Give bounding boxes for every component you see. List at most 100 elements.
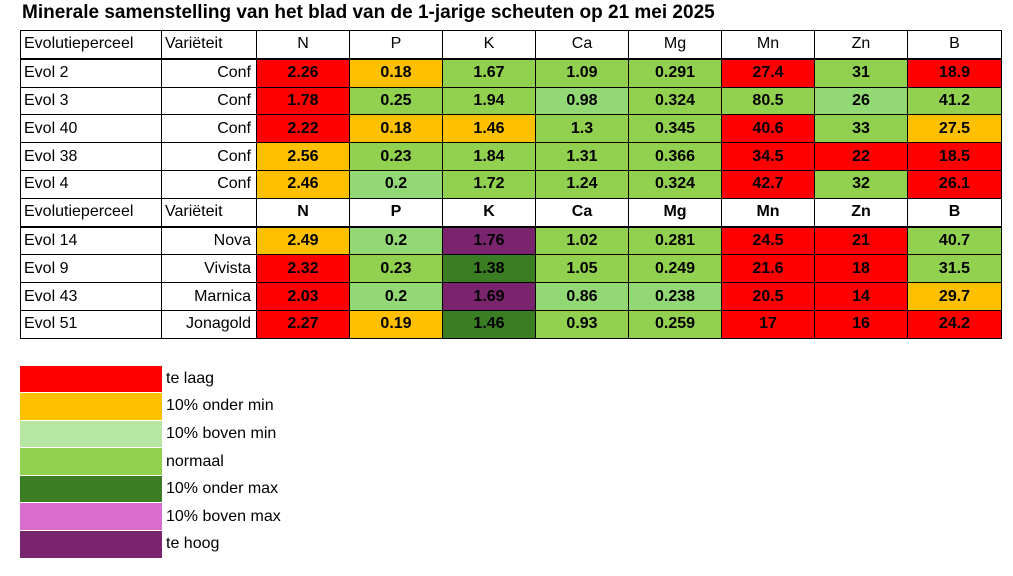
value-cell: 0.324	[628, 169, 722, 199]
mineral-table: Evolutieperceel Variëteit N P K Ca Mg Mn Zn B Evol…	[20, 29, 1002, 339]
value-cell: 2.26	[256, 58, 350, 88]
value-cell: 26.1	[907, 169, 1002, 199]
value-cell: 0.324	[628, 86, 722, 116]
legend-item: 10% onder max	[20, 475, 281, 503]
value-cell: 0.345	[628, 114, 722, 144]
perceel-cell: Evol 4	[20, 169, 162, 199]
value-cell: 0.23	[349, 142, 443, 171]
header-cell: Variëteit	[161, 197, 257, 228]
legend-label: 10% boven min	[166, 424, 277, 442]
perceel-cell: Evol 3	[20, 86, 162, 116]
value-cell: 2.46	[256, 169, 350, 199]
legend-swatch	[20, 503, 162, 531]
table-row: Evol 14 Nova 2.49 0.2 1.76 1.02 0.281 24.5 21 40.…	[20, 226, 1002, 256]
perceel-cell: Evol 14	[20, 226, 162, 256]
value-cell: 0.2	[349, 226, 443, 256]
value-cell: 14	[814, 282, 908, 311]
header-cell: K	[442, 29, 536, 60]
perceel-cell: Evol 51	[20, 309, 162, 339]
value-cell: 1.24	[535, 169, 629, 199]
header-cell: Mn	[721, 29, 815, 60]
variety-cell: Conf	[161, 58, 257, 88]
variety-cell: Marnica	[161, 282, 257, 311]
value-cell: 18.5	[907, 142, 1002, 171]
value-cell: 1.94	[442, 86, 536, 116]
value-cell: 22	[814, 142, 908, 171]
header-cell: Evolutieperceel	[20, 29, 162, 60]
legend-label: 10% onder max	[166, 480, 279, 498]
variety-cell: Vivista	[161, 254, 257, 284]
value-cell: 1.31	[535, 142, 629, 171]
value-cell: 32	[814, 169, 908, 199]
legend-item: te hoog	[20, 531, 281, 559]
value-cell: 1.76	[442, 226, 536, 256]
value-cell: 42.7	[721, 169, 815, 199]
table-row: Evol 38 Conf 2.56 0.23 1.84 1.31 0.366 34.5 22 18…	[20, 142, 1002, 171]
legend-item: 10% boven max	[20, 503, 281, 531]
header-cell: B	[907, 29, 1002, 60]
value-cell: 0.25	[349, 86, 443, 116]
table-row: Evol 9 Vivista 2.32 0.23 1.38 1.05 0.249 21.6 18…	[20, 254, 1002, 284]
value-cell: 1.67	[442, 58, 536, 88]
perceel-cell: Evol 43	[20, 282, 162, 311]
value-cell: 33	[814, 114, 908, 144]
value-cell: 0.366	[628, 142, 722, 171]
value-cell: 1.09	[535, 58, 629, 88]
value-cell: 1.02	[535, 226, 629, 256]
value-cell: 27.5	[907, 114, 1002, 144]
table-row: Evol 51 Jonagold 2.27 0.19 1.46 0.93 0.259 17 16…	[20, 309, 1002, 339]
value-cell: 0.23	[349, 254, 443, 284]
perceel-cell: Evol 38	[20, 142, 162, 171]
variety-cell: Conf	[161, 114, 257, 144]
legend-swatch	[20, 393, 162, 420]
header-cell: Mn	[721, 197, 815, 228]
value-cell: 2.32	[256, 254, 350, 284]
value-cell: 31	[814, 58, 908, 88]
table-row: Evol 40 Conf 2.22 0.18 1.46 1.3 0.345 40.6 33 27.…	[20, 114, 1002, 144]
value-cell: 0.18	[349, 58, 443, 88]
value-cell: 0.2	[349, 282, 443, 311]
table-row: Evol 43 Marnica 2.03 0.2 1.69 0.86 0.238 20.5 14…	[20, 282, 1002, 311]
header-cell: Variëteit	[161, 29, 257, 60]
header-row: Evolutieperceel Variëteit N P K Ca Mg Mn Zn B	[20, 197, 1002, 228]
value-cell: 0.18	[349, 114, 443, 144]
value-cell: 2.03	[256, 282, 350, 311]
header-cell: Mg	[628, 197, 722, 228]
value-cell: 0.291	[628, 58, 722, 88]
value-cell: 21	[814, 226, 908, 256]
value-cell: 0.281	[628, 226, 722, 256]
perceel-cell: Evol 2	[20, 58, 162, 88]
value-cell: 34.5	[721, 142, 815, 171]
value-cell: 1.3	[535, 114, 629, 144]
value-cell: 1.05	[535, 254, 629, 284]
variety-cell: Conf	[161, 169, 257, 199]
value-cell: 0.259	[628, 309, 722, 339]
legend-item: normaal	[20, 448, 281, 476]
value-cell: 0.19	[349, 309, 443, 339]
legend-swatch	[20, 475, 162, 503]
legend-swatch	[20, 531, 162, 558]
value-cell: 24.5	[721, 226, 815, 256]
variety-cell: Conf	[161, 86, 257, 116]
legend-label: 10% onder min	[166, 397, 274, 415]
value-cell: 80.5	[721, 86, 815, 116]
legend-label: 10% boven max	[166, 507, 281, 525]
perceel-cell: Evol 40	[20, 114, 162, 144]
variety-cell: Nova	[161, 226, 257, 256]
value-cell: 1.46	[442, 114, 536, 144]
value-cell: 18.9	[907, 58, 1002, 88]
value-cell: 26	[814, 86, 908, 116]
header-cell: N	[256, 29, 350, 60]
value-cell: 1.78	[256, 86, 350, 116]
legend-swatch	[20, 365, 162, 393]
value-cell: 1.38	[442, 254, 536, 284]
value-cell: 18	[814, 254, 908, 284]
value-cell: 2.56	[256, 142, 350, 171]
header-cell: P	[349, 29, 443, 60]
header-cell: Ca	[535, 197, 629, 228]
legend-item: 10% onder min	[20, 393, 281, 421]
table-row: Evol 3 Conf 1.78 0.25 1.94 0.98 0.324 80.5 26 41.…	[20, 86, 1002, 116]
variety-cell: Jonagold	[161, 309, 257, 339]
value-cell: 1.46	[442, 309, 536, 339]
perceel-cell: Evol 9	[20, 254, 162, 284]
